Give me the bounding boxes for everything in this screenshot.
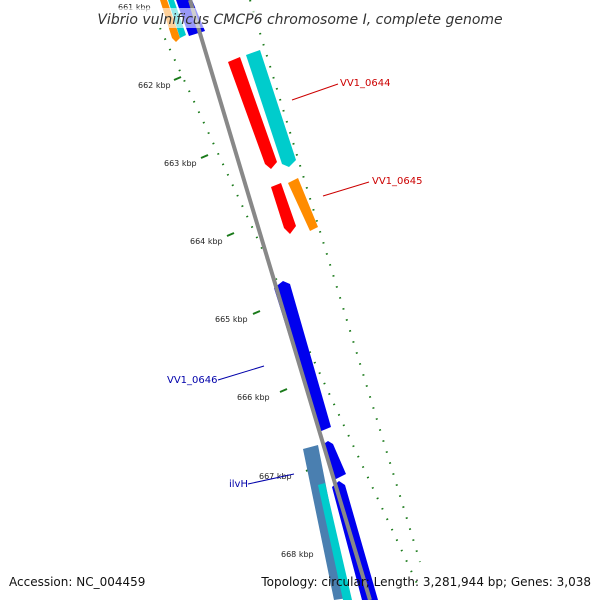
tick-label-662: 662 kbp xyxy=(138,81,171,90)
tick-label-666: 666 kbp xyxy=(237,393,270,402)
genome-summary-text: Topology: circular; Length: 3,281,944 bp… xyxy=(260,575,591,589)
genome-backbone xyxy=(188,0,372,600)
leader-vv1-0646 xyxy=(217,365,265,381)
label-vv1-0645[interactable]: VV1_0645 xyxy=(372,176,423,187)
tick-label-663: 663 kbp xyxy=(164,159,197,168)
tick-label-664: 664 kbp xyxy=(190,237,223,246)
title-backdrop xyxy=(100,8,500,28)
gene-cyan-3[interactable] xyxy=(318,483,352,600)
gene-vv1-0644[interactable] xyxy=(246,50,296,167)
accession-text: Accession: NC_004459 xyxy=(9,575,145,589)
tick-label-661: 661 kbp xyxy=(118,3,151,12)
leader-ilvh xyxy=(247,473,295,485)
gene-red-2[interactable] xyxy=(271,183,296,234)
gene-red-1[interactable] xyxy=(228,57,277,169)
label-vv1-0644[interactable]: VV1_0644 xyxy=(340,78,391,89)
tick-label-665: 665 kbp xyxy=(215,315,248,324)
gene-blue-2[interactable] xyxy=(322,441,346,480)
gene-vv1-0646[interactable] xyxy=(274,281,331,432)
label-ilvh[interactable]: ilvH xyxy=(229,479,248,490)
map-title: Vibrio vulnificus CMCP6 chromosome I, co… xyxy=(97,12,502,28)
leader-vv1-0645 xyxy=(322,181,370,197)
label-vv1-0646[interactable]: VV1_0646 xyxy=(167,375,218,386)
gene-vv1-0645[interactable] xyxy=(288,178,318,231)
tick-label-668: 668 kbp xyxy=(281,550,314,559)
leader-vv1-0644 xyxy=(291,83,339,101)
tick-label-667: 667 kbp xyxy=(259,472,292,481)
